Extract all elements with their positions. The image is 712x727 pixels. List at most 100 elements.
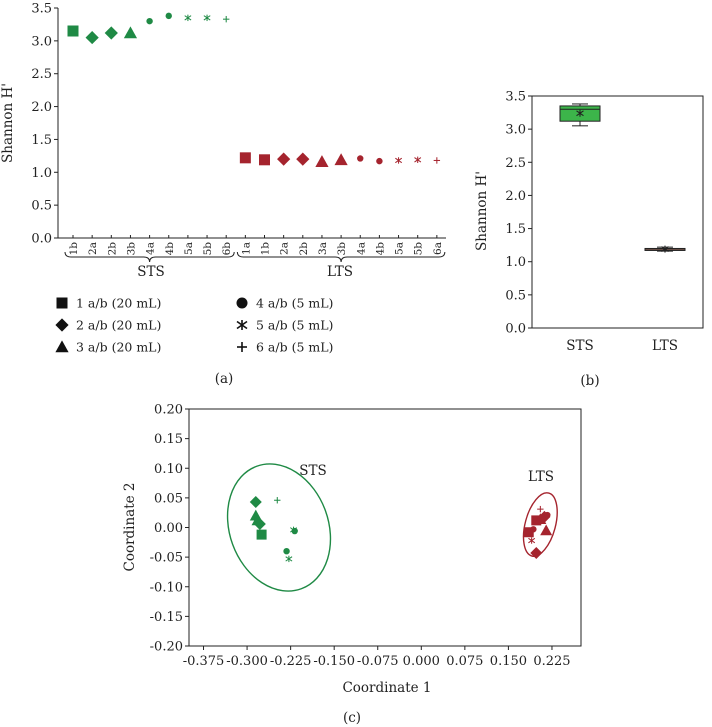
legend-marker-circle-shape [236, 297, 248, 309]
legend-marker-circle [236, 297, 248, 309]
panel-c-xtick-label: -0.075 [357, 654, 399, 669]
panel-a-point-shape [239, 152, 251, 164]
panel-a-xtick-label: 3b [125, 242, 137, 256]
panel-a-group-sts: STS [137, 264, 165, 280]
panel-c-point-sts [249, 496, 262, 509]
panel-a-ytick-label: 2.5 [31, 67, 52, 82]
panel-a-point [165, 12, 172, 20]
panel-c-point-lts-shape [523, 527, 534, 538]
panel-a-xtick-label: 5b [413, 242, 425, 256]
panel-c-xlabel: Coordinate 1 [342, 680, 431, 696]
panel-a-xtick-label: 2a [279, 242, 291, 255]
legend-marker-triangle [55, 340, 69, 353]
panel-c-point-sts [283, 548, 290, 555]
panel-a-point [433, 157, 441, 164]
legend-marker-plus [237, 342, 247, 352]
ellipse-label-lts: LTS [528, 469, 554, 485]
panel-b-ytick-label: 1.5 [505, 222, 526, 237]
panel-c-point-lts [544, 511, 551, 519]
panel-a-ytick-label: 1.5 [31, 133, 52, 148]
panel-c-point-lts [530, 526, 537, 533]
panel-a-xtick-label: 4b [164, 242, 176, 256]
panel-b-ytick-label: 1.0 [505, 255, 526, 270]
panel-c-point-sts [285, 555, 293, 563]
panel-c-point-lts-shape [530, 546, 543, 559]
panel-a-xtick-label: 5a [394, 242, 406, 255]
panel-a-point [376, 157, 383, 165]
panel-c-xtick-label: -0.225 [270, 654, 312, 669]
panel-b-ytick-label: 0.5 [505, 288, 526, 303]
panel-a-point-shape [67, 25, 79, 37]
panel-c-xtick-label: -0.375 [183, 654, 225, 669]
panel-a-point-shape [85, 30, 99, 45]
panel-c-point-lts [523, 527, 534, 538]
panel-c-point-lts-shape [530, 526, 537, 533]
panel-b-ylabel: Shannon H' [474, 171, 490, 251]
panel-a-point [296, 152, 310, 166]
panel-c-point-sts-shape [291, 527, 298, 535]
panel-a-label: (a) [215, 371, 234, 387]
panel-a-point-shape [123, 26, 138, 39]
legend-marker-diamond-shape [55, 318, 69, 332]
panel-c-xtick-label: -0.150 [313, 654, 355, 669]
panel-b-ytick-label: 0.0 [505, 322, 526, 337]
panel-c-ytick-label: -0.20 [150, 640, 183, 655]
legend-marker-triangle-shape [55, 340, 69, 353]
legend-item-label: 1 a/b (20 mL) [76, 296, 161, 311]
panel-a-point-shape [259, 154, 270, 166]
panel-a-xtick-label: 6a [432, 242, 444, 255]
panel-a-point [146, 17, 153, 25]
panel-a-point [85, 30, 99, 45]
panel-a-ytick-label: 3.0 [31, 34, 52, 49]
panel-a-point [67, 25, 79, 37]
panel-c-point-sts [274, 497, 281, 504]
panel-c: Coordinate 2 Coordinate 1 (c) STS LTS -0… [122, 403, 582, 726]
panel-a-xtick-label: 4b [374, 242, 386, 256]
panel-a-group-lts: LTS [327, 264, 353, 280]
legend-item-label: 2 a/b (20 mL) [76, 318, 161, 333]
panel-a-xtick-label: 2a [87, 242, 99, 255]
panel-a-xtick-label: 1b [68, 242, 80, 256]
panel-c-point-lts [528, 537, 536, 544]
panel-a-point [395, 157, 403, 164]
panel-a-point [239, 152, 251, 164]
panel-c-point-sts [256, 529, 267, 540]
panel-c-ylabel: Coordinate 2 [122, 482, 138, 571]
panel-c-xtick-label: 0.000 [403, 654, 440, 669]
panel-a-group-brace [236, 251, 446, 263]
panel-c-point-lts [531, 515, 542, 526]
legend-marker-square-shape [56, 297, 68, 309]
legend-item-label: 5 a/b (5 mL) [256, 318, 333, 333]
panel-b-ytick-label: 2.5 [505, 156, 526, 171]
panel-a-ytick-label: 0.0 [31, 232, 52, 247]
panel-b: Shannon H' STS LTS (b) 0.0 0.5 1.0 1.5 2.0 2.… [474, 90, 704, 389]
panel-a: Shannon H' STS LTS (a) 0.0 0.5 1.0 1.5 2.0 2.… [0, 2, 446, 387]
panel-a-xtick-label: 1b [260, 242, 272, 256]
panel-c-ytick-label: 0.00 [154, 521, 183, 536]
panel-a-point [277, 152, 291, 166]
panel-a-ytick-label: 0.5 [31, 199, 52, 214]
panel-a-point-shape [376, 157, 383, 165]
panel-a-ylabel: Shannon H' [0, 83, 16, 163]
panel-c-point-sts-shape [249, 496, 262, 509]
panel-a-point [123, 26, 138, 39]
panel-c-point-sts [253, 517, 266, 530]
panel-a-point [315, 155, 329, 168]
legend-marker-star [236, 320, 248, 330]
panel-c-label: (c) [343, 710, 361, 726]
panel-b-label: (b) [580, 373, 599, 389]
panel-a-point [203, 14, 211, 22]
panel-c-xtick-label: 0.150 [490, 654, 527, 669]
panel-a-point-shape [146, 17, 153, 25]
panel-c-point-sts-shape [253, 517, 266, 530]
panel-a-point [259, 154, 270, 166]
panel-a-point-shape [334, 153, 348, 166]
panel-b-category-sts: STS [566, 338, 594, 354]
panel-a-xtick-label: 6b [221, 242, 233, 256]
panel-c-point-lts-shape [531, 515, 542, 526]
legend-marker-diamond [55, 318, 69, 332]
legend-marker-square [56, 297, 68, 309]
panel-c-ytick-label: 0.10 [154, 462, 183, 477]
panel-c-xtick-label: 0.225 [533, 654, 570, 669]
panel-a-xtick-label: 3a [317, 242, 329, 255]
